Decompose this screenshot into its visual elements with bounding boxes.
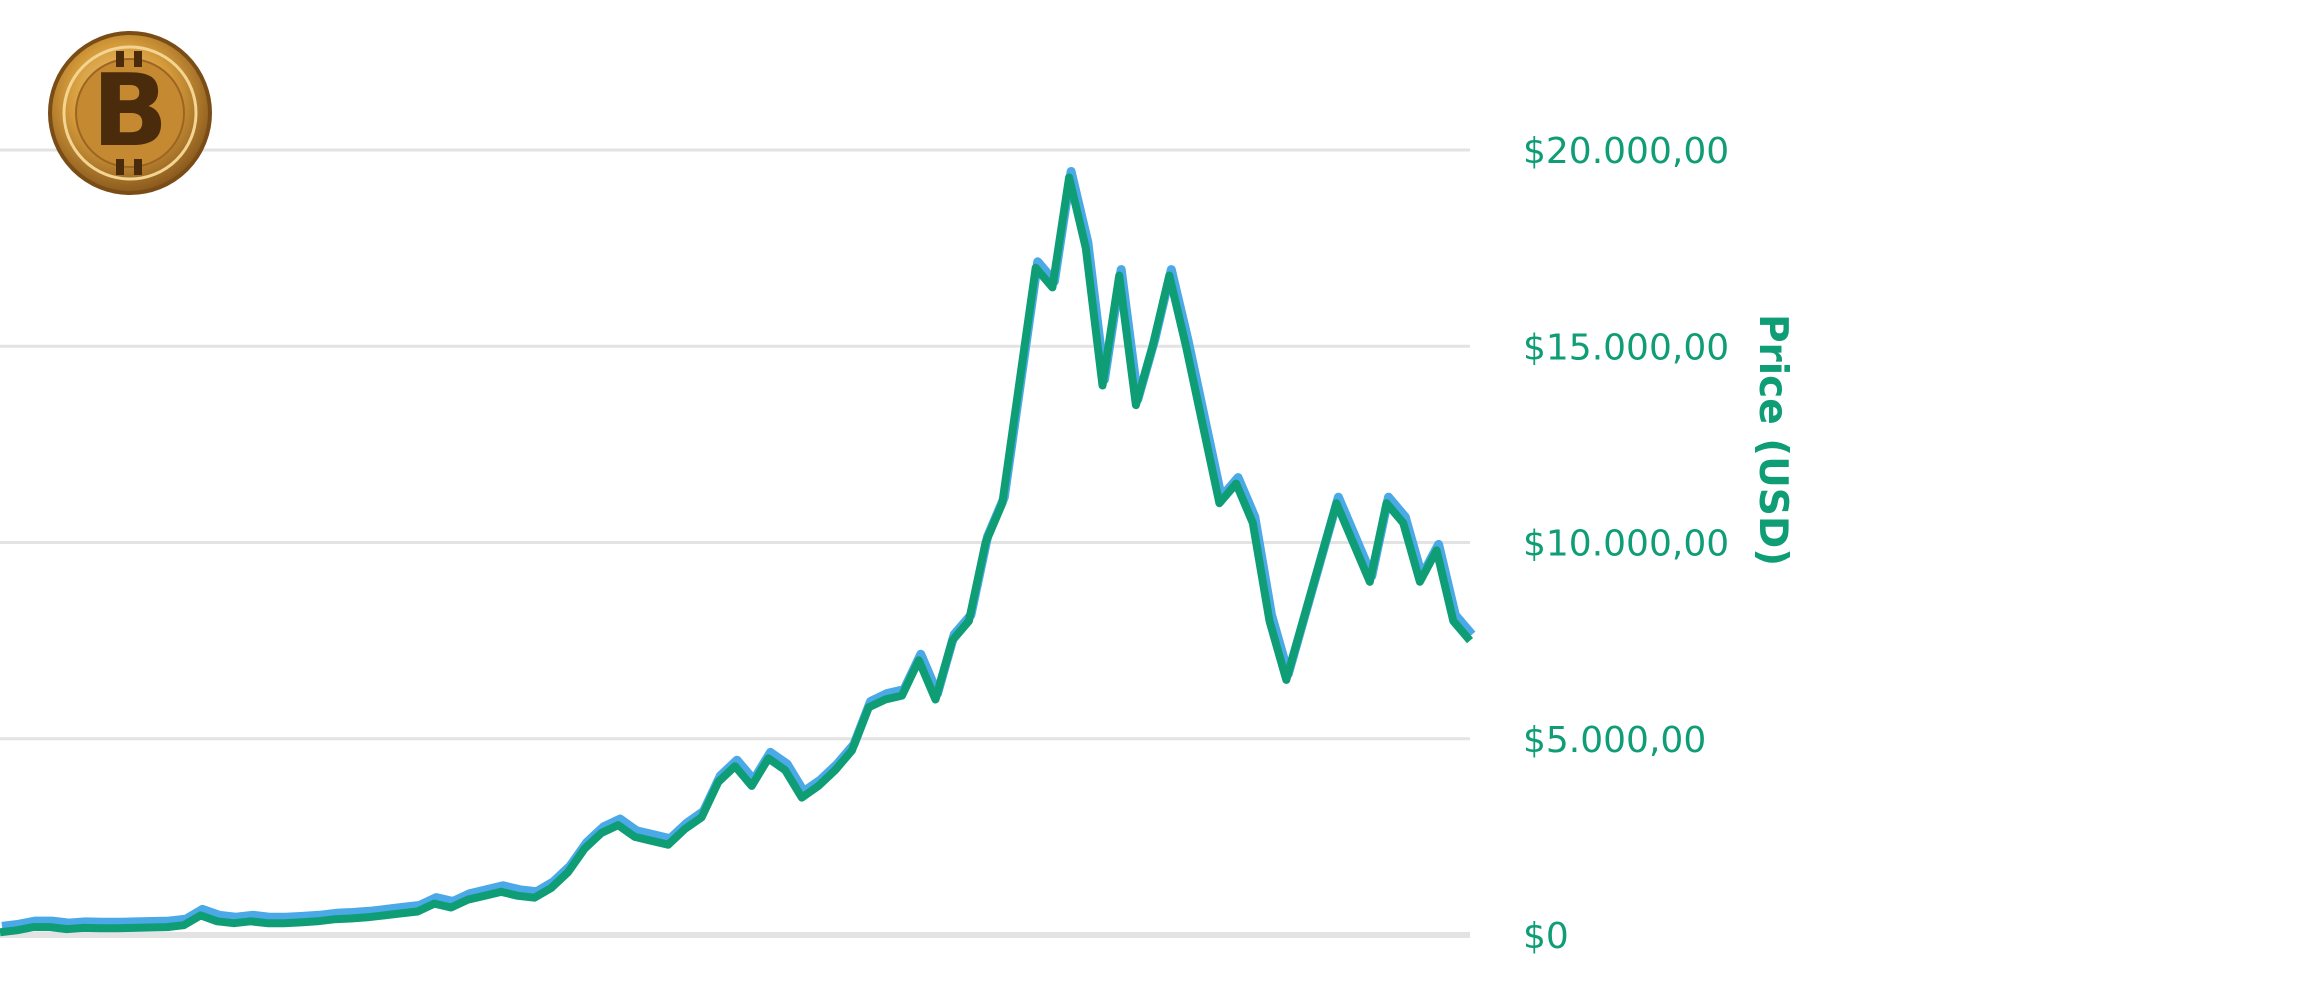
y-tick-label: $10.000,00 [1523,524,1729,565]
price-line-shadow [1,167,1476,931]
y-tick-label: $15.000,00 [1523,327,1729,368]
series-layer [0,167,1476,937]
bitcoin-coin-icon: B [48,31,212,195]
y-tick-label: $20.000,00 [1523,131,1729,172]
y-tick-label: $0 [1523,916,1569,957]
y-axis-tick-labels: $20.000,00 $15.000,00 $10.000,00 $5.000,00 $… [1523,131,1729,957]
bitcoin-glyph: B [92,52,168,169]
price-series-line [0,173,1474,937]
y-axis-title: Price (USD) [1750,314,1795,566]
gridlines [0,148,1470,938]
y-tick-label: $5.000,00 [1523,720,1706,761]
